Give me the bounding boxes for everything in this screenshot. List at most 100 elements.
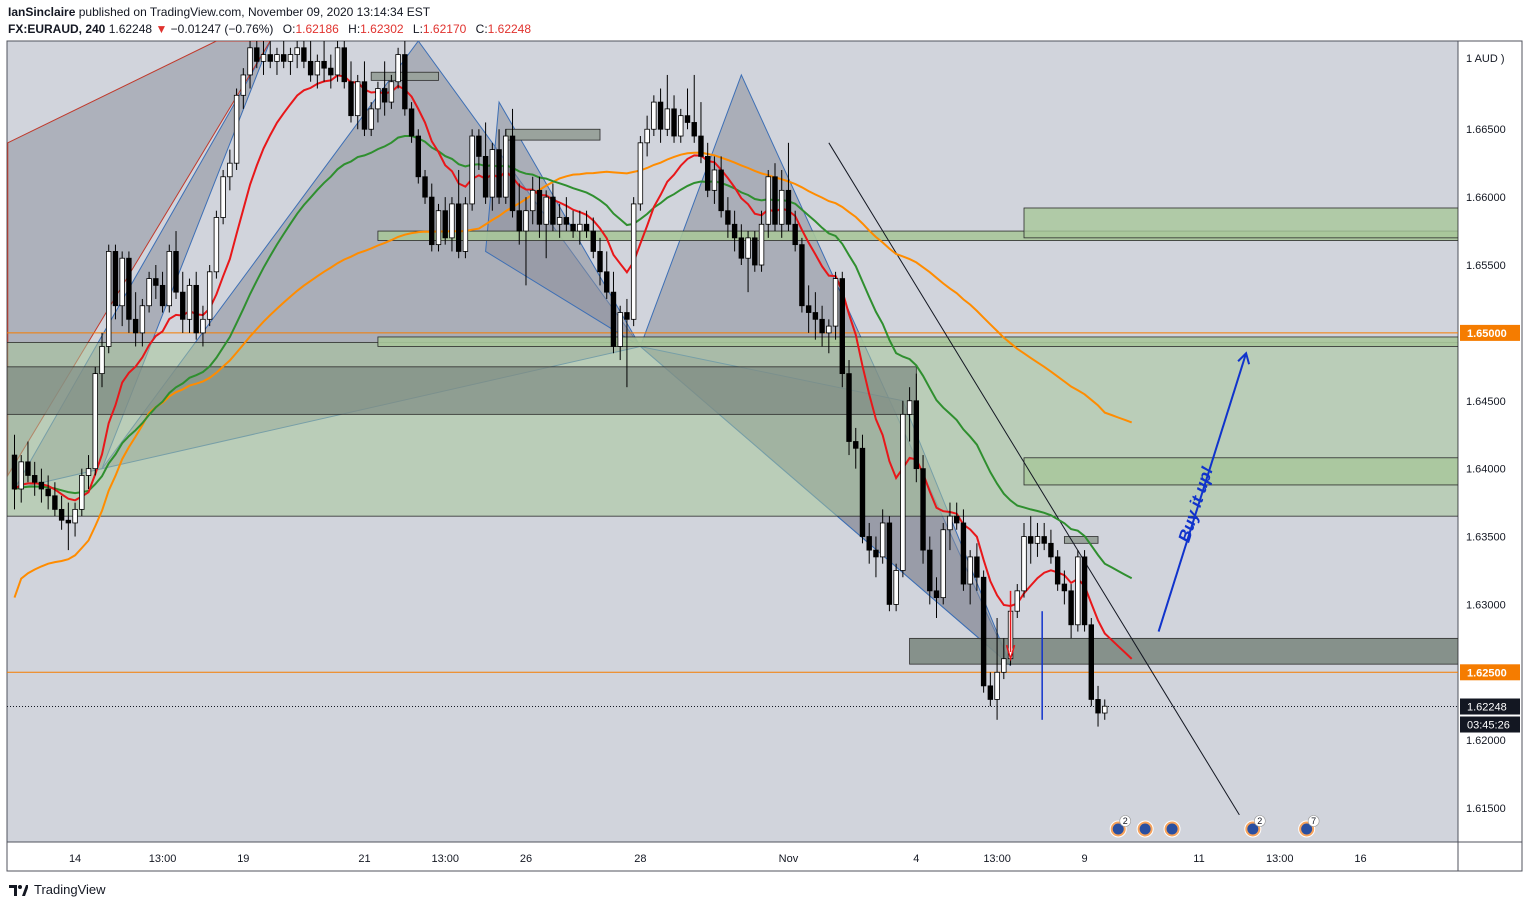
event-count-label: 2 — [1123, 816, 1128, 826]
candle-body — [1054, 556, 1061, 585]
buy-arrow — [1157, 352, 1248, 632]
candle-body — [819, 318, 825, 334]
time-tick-label: 14 — [69, 853, 81, 865]
candle-body — [1095, 699, 1101, 714]
price-tick-label: 1.66000 — [1466, 192, 1506, 204]
candle-body — [260, 54, 267, 62]
time-tick-label: 16 — [1354, 853, 1366, 865]
candle-body — [25, 461, 31, 476]
symbol-label[interactable]: FX:EURAUD, 240 — [8, 22, 106, 36]
candle-body — [832, 278, 839, 327]
candle-body — [792, 223, 798, 246]
candle-body — [193, 284, 199, 334]
candle-body — [799, 244, 805, 307]
price-tick-label: 1.64000 — [1466, 464, 1506, 476]
candle-body — [853, 441, 859, 449]
eu-flag-icon — [1112, 823, 1124, 835]
candle-body — [846, 373, 852, 442]
candle-body — [58, 508, 65, 521]
candle-body — [1102, 705, 1108, 714]
candle-body — [52, 495, 58, 510]
candle-body — [785, 189, 792, 225]
candle-body — [731, 223, 738, 239]
candle-body — [644, 128, 650, 144]
low-label: L: — [412, 22, 423, 36]
candle-body — [1034, 536, 1041, 544]
candle-body — [604, 271, 610, 293]
time-tick-label: 13:00 — [1266, 853, 1294, 865]
candle-body — [287, 54, 294, 62]
candle-body — [31, 475, 38, 483]
candle-body — [99, 346, 105, 375]
tradingview-brand[interactable]: TradingView — [34, 882, 106, 897]
down-arrow-head — [1005, 644, 1016, 662]
price-tick-label: 1.63000 — [1466, 599, 1506, 611]
time-tick-label: Nov — [779, 853, 799, 865]
candle-body — [227, 162, 233, 178]
candle-body — [886, 522, 893, 605]
candle-body — [718, 169, 724, 212]
candle-body — [381, 88, 388, 103]
candle-body — [462, 203, 469, 252]
candle-body — [590, 230, 596, 252]
candle-body — [873, 549, 879, 558]
candle-body — [112, 251, 119, 307]
candle-body — [496, 149, 502, 198]
candle-body — [85, 468, 92, 476]
candle-body — [1001, 658, 1007, 673]
time-tick-label: 21 — [358, 853, 370, 865]
candle-body — [173, 251, 179, 293]
candle-body — [166, 251, 172, 307]
level-axis-label: 1.62500 — [1467, 667, 1507, 679]
candle-body — [893, 570, 899, 605]
candle-body — [361, 81, 368, 130]
symbol-info: FX:EURAUD, 240 1.62248 ▼ −0.01247 (−0.76… — [8, 22, 531, 36]
candle-body — [927, 549, 933, 592]
candle-body — [72, 508, 78, 524]
candle-body — [180, 291, 186, 320]
candle-body — [1068, 590, 1074, 626]
candle-body — [866, 536, 872, 551]
price-zone — [1023, 457, 1458, 486]
candle-body — [92, 373, 98, 470]
countdown-label: 03:45:26 — [1467, 720, 1510, 732]
candle-body — [523, 210, 529, 232]
low-value: 1.62170 — [422, 22, 467, 36]
candle-body — [455, 203, 462, 252]
candle-body — [967, 556, 973, 585]
candle-body — [691, 122, 697, 137]
publisher-name[interactable]: IanSinclaire — [8, 5, 76, 19]
currency-label: 1 AUD ) — [1466, 53, 1505, 65]
candle-body — [368, 108, 374, 130]
candle-body — [583, 223, 590, 232]
countdown-tag — [1460, 716, 1520, 733]
candle-body — [671, 108, 677, 137]
price-tick-label: 1.61500 — [1466, 803, 1506, 815]
candle-body — [597, 251, 603, 273]
candle-body — [960, 522, 967, 585]
candle-body — [139, 305, 146, 334]
candle-body — [516, 210, 522, 232]
candle-body — [482, 155, 489, 198]
candle-body — [159, 284, 166, 307]
candle-body — [940, 529, 946, 599]
time-tick-label: 13:00 — [431, 853, 459, 865]
candle-body — [779, 189, 785, 225]
time-tick-label: 19 — [237, 853, 249, 865]
candle-body — [408, 108, 415, 137]
candle-body — [280, 54, 287, 62]
candle-body — [274, 54, 280, 62]
candle-body — [577, 223, 583, 232]
candle-body — [772, 176, 778, 225]
candle-body — [906, 400, 913, 415]
candle-body — [974, 556, 980, 578]
candle-body — [617, 312, 623, 347]
candle-body — [489, 149, 496, 198]
candle-body — [186, 284, 193, 320]
candle-body — [213, 217, 220, 273]
candle-body — [859, 447, 866, 537]
candle-body — [657, 101, 664, 130]
candle-body — [119, 257, 125, 307]
last-price: 1.62248 — [108, 22, 153, 36]
